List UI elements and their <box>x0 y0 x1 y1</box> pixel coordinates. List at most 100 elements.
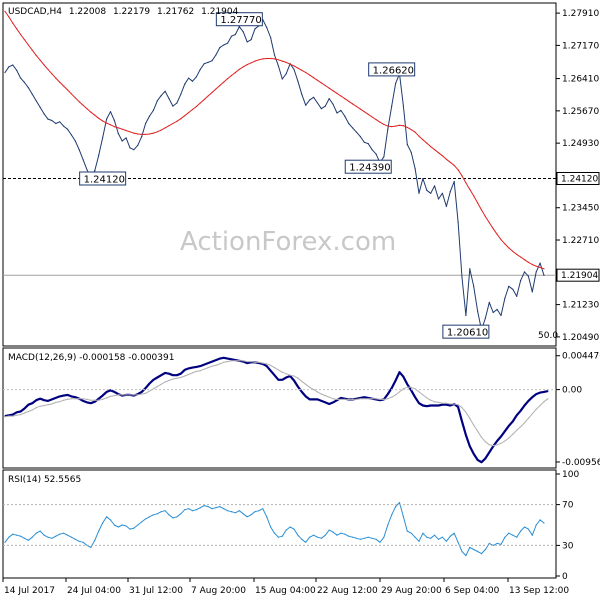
price-series-1-point <box>59 81 61 83</box>
rsi-series-0-point <box>324 534 326 536</box>
price-series-0-point <box>31 93 33 95</box>
price-series-1-point <box>371 116 373 118</box>
macd-series-0-point <box>207 362 209 364</box>
macd-series-1-point <box>324 395 326 397</box>
rsi-series-0-point <box>305 541 307 543</box>
macd-series-1-point <box>145 392 147 394</box>
price-series-1-point <box>20 33 22 36</box>
rsi-series-0-point <box>426 536 428 538</box>
price-series-1-point <box>516 253 518 255</box>
macd-series-1-point <box>266 363 268 365</box>
macd-series-0-point <box>145 387 147 389</box>
price-series-0-point <box>164 90 166 92</box>
price-series-0-point <box>363 141 365 143</box>
macd-series-1-point <box>106 397 108 399</box>
price-series-0-point <box>297 80 299 82</box>
price-series-1-point <box>340 95 342 97</box>
price-series-0-point <box>137 144 139 146</box>
macd-series-1-point <box>473 424 475 426</box>
macd-series-1-point <box>195 370 197 372</box>
price-series-1-point <box>406 126 408 128</box>
macd-series-1-point <box>223 361 225 363</box>
macd-series-0-point <box>445 404 447 406</box>
price-series-1-point <box>156 131 158 133</box>
price-series-1-point <box>242 66 244 68</box>
macd-series-1-point <box>47 404 49 406</box>
rsi-y-tick-label: 0 <box>562 572 568 582</box>
ohlc-high: 1.22179 <box>113 7 150 17</box>
price-y-tick-label: 1.20490 <box>562 333 599 343</box>
price-series-1-point <box>430 146 432 148</box>
rsi-series-0-point <box>313 534 315 536</box>
price-series-1-point <box>543 268 545 270</box>
rsi-series-0-point <box>12 533 14 535</box>
rsi-series-0-point <box>180 513 182 515</box>
macd-panel: 0.004476 0.00 -0.009567 MACD(12,26,9) -0.0… <box>2 347 600 469</box>
price-series-0-point <box>195 76 197 78</box>
rsi-series-0-point <box>309 536 311 538</box>
price-series-1-point <box>148 133 151 135</box>
price-series-1-point <box>383 123 385 125</box>
price-series-0-point <box>371 149 373 151</box>
macd-series-0-point <box>477 459 479 461</box>
rsi-series-0-point <box>355 537 358 539</box>
macd-series-0-point <box>141 391 143 393</box>
macd-series-1-point <box>328 396 330 398</box>
rsi-series-0-point <box>348 535 350 537</box>
macd-series-0-point <box>430 404 432 407</box>
macd-series-1-point <box>16 414 18 416</box>
price-series-1-point <box>445 158 447 160</box>
rsi-series-0-point <box>539 519 541 521</box>
price-series-0-point <box>266 26 268 29</box>
price-series-0-point <box>391 105 393 107</box>
rsi-series-0-point <box>469 546 471 549</box>
macd-series-1-point <box>363 398 365 400</box>
macd-series-1-point <box>63 399 65 401</box>
x-tick-label: 22 Aug 12:00 <box>317 586 378 596</box>
price-series-1-point <box>355 105 358 108</box>
price-series-1-point <box>512 250 514 252</box>
macd-series-0-point <box>211 361 213 363</box>
rsi-series-0-point <box>320 537 322 539</box>
rsi-series-0-point <box>31 536 33 538</box>
rsi-series-0-point <box>238 510 240 512</box>
price-series-0-point <box>125 137 127 139</box>
rsi-series-0-point <box>453 532 455 534</box>
price-series-0-point <box>55 122 57 125</box>
macd-series-0-point <box>547 390 549 392</box>
price-horizontal-levels: 1.24120 1.21904 <box>3 171 600 282</box>
macd-series-0-point <box>188 367 190 369</box>
rsi-series-0-point <box>285 529 287 531</box>
price-series-1-point <box>449 161 451 163</box>
price-series-1-point <box>359 108 361 110</box>
price-series-0-point <box>328 98 330 100</box>
price-series-1-point <box>188 112 190 114</box>
macd-series-1-point <box>230 360 233 362</box>
macd-series-0-point <box>437 404 440 407</box>
macd-series-0-point <box>328 403 330 405</box>
rsi-series-0-point <box>496 542 498 545</box>
macd-series-0-point <box>195 366 197 368</box>
price-series-1-point <box>348 100 350 102</box>
macd-series-0-point <box>469 445 471 447</box>
macd-series-0-point <box>277 379 279 381</box>
macd-series-0-point <box>35 399 37 401</box>
price-series-1-point <box>8 16 10 18</box>
price-series-1-point <box>152 132 154 134</box>
price-series-1-point <box>496 233 498 235</box>
price-series-1-point <box>332 90 334 92</box>
price-series-1-point <box>250 62 252 64</box>
macd-series-0-point <box>55 397 57 399</box>
x-tick-label: 6 Sep 04:00 <box>445 586 500 596</box>
macd-series-1-point <box>70 398 72 400</box>
rsi-series-0-point <box>219 506 221 508</box>
price-series-1-point <box>137 133 139 135</box>
rsi-series-0-point <box>70 536 72 538</box>
macd-series-0-point <box>113 391 115 393</box>
price-series-0-point <box>66 128 69 130</box>
macd-series-0-point <box>246 362 248 364</box>
rsi-series-0-point <box>418 540 420 542</box>
macd-series-1-point <box>27 410 29 413</box>
price-series-1-point <box>422 139 424 141</box>
macd-series-0-point <box>148 382 151 385</box>
